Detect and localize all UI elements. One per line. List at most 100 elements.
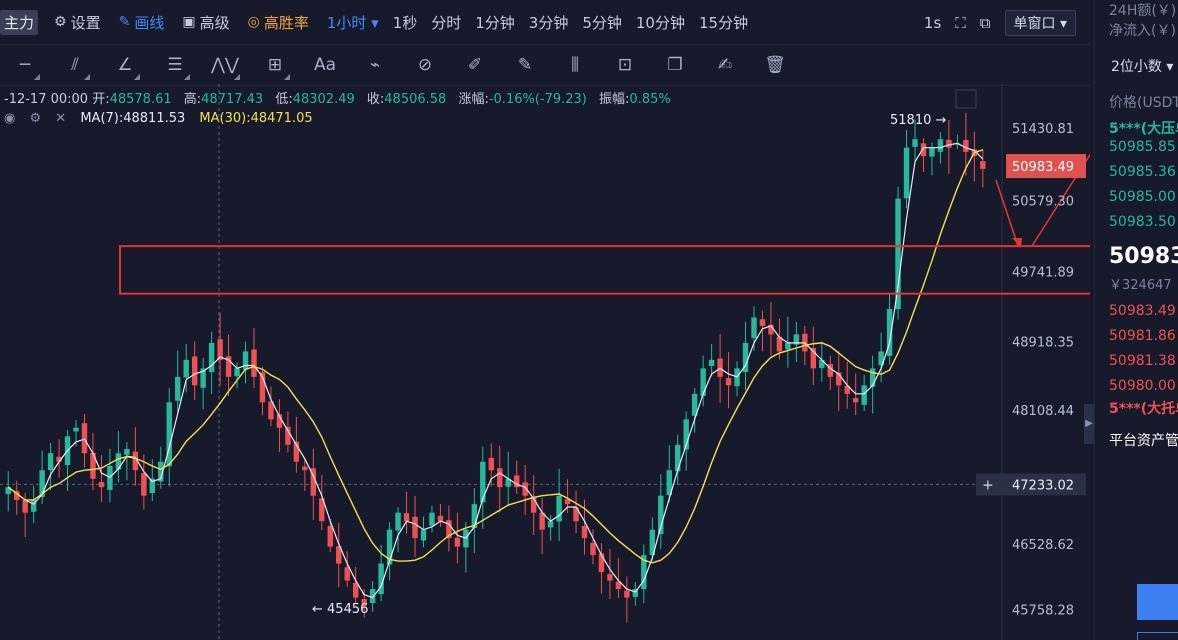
candle-body xyxy=(886,308,893,356)
netflow-label: 净流入(￥) xyxy=(1109,23,1176,39)
copy-icon[interactable]: ❐ xyxy=(667,55,683,75)
y-axis: 51430.81 50579.30 49741.89 48918.35 48108.44… xyxy=(976,122,1086,619)
decimals-select[interactable]: 2位小数 ▾ xyxy=(1111,59,1174,75)
ask-price[interactable]: 50985.00 xyxy=(1109,189,1176,205)
interval-10m[interactable]: 10分钟 xyxy=(635,13,685,32)
candle-type-icon[interactable]: ⫼ xyxy=(571,55,579,75)
candle-body xyxy=(395,512,401,531)
candle-body xyxy=(30,499,37,512)
current-price-tag xyxy=(1006,154,1086,179)
candle-body xyxy=(124,449,130,455)
last-price-cny: ￥324647 xyxy=(1109,278,1172,293)
angle-tool-icon[interactable]: ∠ ◢ xyxy=(117,55,140,81)
candle-body xyxy=(378,563,384,595)
bid-price[interactable]: 50981.38 xyxy=(1109,353,1176,369)
y-tick-label: 45758.28 xyxy=(1012,604,1074,619)
candle-body xyxy=(556,495,562,522)
magnet-icon[interactable]: ⌁ xyxy=(369,55,381,75)
interval-selector[interactable]: 1小时 ▾ xyxy=(326,13,379,32)
wave-tool-icon[interactable]: ⋀⋁ ◢ xyxy=(211,55,240,81)
candle-body xyxy=(539,512,545,530)
candle-body xyxy=(776,336,783,352)
measure-tool-icon[interactable]: ⊞ ◢ xyxy=(267,55,290,81)
ask-price[interactable]: 50983.50 xyxy=(1109,214,1176,230)
candle-body xyxy=(895,198,901,310)
candle-body xyxy=(564,499,571,505)
window-mode-select[interactable]: 单窗口 ▾ xyxy=(1004,10,1076,36)
collapse-panel-icon[interactable]: ▶ xyxy=(1084,404,1094,444)
candle-body xyxy=(47,453,54,471)
settings-button[interactable]: ⚙ 设置 xyxy=(54,13,101,32)
ma7-value: MA(7):48811.53 xyxy=(80,111,186,126)
ruler-icon[interactable]: ✐ xyxy=(467,55,483,75)
chart-grid xyxy=(0,84,1003,640)
candle-body xyxy=(878,351,884,366)
interval-1s[interactable]: 1秒 xyxy=(392,13,418,32)
candle-body xyxy=(166,402,172,467)
top-toolbar: 主力 ⚙ 设置 ✎ 画线 ▣ 高级 ◎ 高胜率 1小时 ▾ 1秒 分时 1分钟 3分钟 … xyxy=(0,0,1090,44)
edit-icon[interactable]: ✍ xyxy=(717,55,733,75)
candle-body xyxy=(336,546,342,564)
candle-body xyxy=(581,526,588,539)
candle-body xyxy=(386,529,393,565)
interval-3m[interactable]: 3分钟 xyxy=(528,13,569,32)
candle-body xyxy=(5,487,11,494)
eye-icon[interactable]: ◉ xyxy=(4,111,16,126)
blue-action-button[interactable] xyxy=(1137,584,1178,620)
candle-body xyxy=(471,504,478,528)
candle-body xyxy=(980,161,986,169)
channel-tool-icon[interactable]: ☰ ◢ xyxy=(167,55,190,81)
winrate-button[interactable]: ◎ 高胜率 xyxy=(247,13,309,32)
interval-timeshare[interactable]: 分时 xyxy=(431,13,462,32)
candle-body xyxy=(403,513,410,522)
interval-1m[interactable]: 1分钟 xyxy=(475,13,515,32)
secondary-action-button[interactable] xyxy=(1137,632,1178,640)
drawing-toolbar: ─ ◢ ⫽ ◢ ∠ ◢ ☰ ◢ ⋀⋁ ◢ ⊞ ◢ Aa ⌁ ⊘ ✐ ✎ ⫼ ⊡ ❐ ✍ 🗑 xyxy=(0,44,1090,86)
interval-5m[interactable]: 5分钟 xyxy=(582,13,622,32)
trash-icon[interactable]: 🗑 xyxy=(764,55,786,75)
bid-price[interactable]: 50981.86 xyxy=(1109,328,1176,344)
advanced-button[interactable]: ▣ 高级 xyxy=(182,13,230,32)
gear-icon[interactable]: ⚙ xyxy=(29,111,42,126)
candle-body xyxy=(412,516,418,539)
candle-body xyxy=(759,319,766,326)
trend-tool-icon[interactable]: ⫽ ◢ xyxy=(71,55,90,81)
asset-label[interactable]: 平台资产管 xyxy=(1109,433,1178,449)
candle-body xyxy=(742,342,749,373)
lock-icon[interactable]: ⊡ xyxy=(617,55,633,75)
candle-body xyxy=(869,368,876,387)
candle-body xyxy=(683,419,689,450)
text-tool-icon[interactable]: Aa xyxy=(313,55,337,75)
popout-icon[interactable]: ⧉ xyxy=(979,14,991,32)
candle-body xyxy=(132,451,139,471)
candle-body xyxy=(641,555,647,590)
candle-body xyxy=(666,470,672,496)
price-header: 价格(USDT xyxy=(1109,95,1178,111)
candle-body xyxy=(573,507,579,522)
close-icon[interactable]: ✕ xyxy=(55,111,67,126)
main-indicator-button[interactable]: 主力 xyxy=(0,9,39,35)
eraser-icon[interactable]: ✎ xyxy=(517,55,533,75)
candle-body xyxy=(14,491,20,500)
big-bid-label: 5***(大托单 xyxy=(1109,401,1178,417)
interval-15m[interactable]: 15分钟 xyxy=(698,13,749,32)
candle-body xyxy=(115,453,122,470)
price-chart[interactable]: 51810 → ← 45456 51430.81 50579.30 49741.89 4… xyxy=(0,84,1090,640)
candle-body xyxy=(497,468,503,488)
candle-body xyxy=(327,525,333,547)
bid-price[interactable]: 50980.00 xyxy=(1109,378,1176,394)
magnet-strong-icon[interactable]: ⊘ xyxy=(417,55,433,75)
candle-body xyxy=(852,398,859,403)
candle-body xyxy=(708,359,715,366)
toolbar-right: 1s ⛶ ⧉ 单窗口 ▾ xyxy=(924,10,1090,36)
ask-price[interactable]: 50985.36 xyxy=(1109,164,1176,180)
ask-price[interactable]: 50985.85 xyxy=(1109,139,1176,155)
fullscreen-icon[interactable]: ⛶ xyxy=(955,14,966,32)
line-tool-icon[interactable]: ─ ◢ xyxy=(19,55,40,81)
bid-price[interactable]: 50983.49 xyxy=(1109,303,1176,319)
draw-button[interactable]: ✎ 画线 xyxy=(118,13,165,32)
candle-body xyxy=(649,529,656,556)
refresh-rate[interactable]: 1s xyxy=(923,14,942,32)
candle-body xyxy=(530,496,537,513)
candle-body xyxy=(90,452,96,479)
